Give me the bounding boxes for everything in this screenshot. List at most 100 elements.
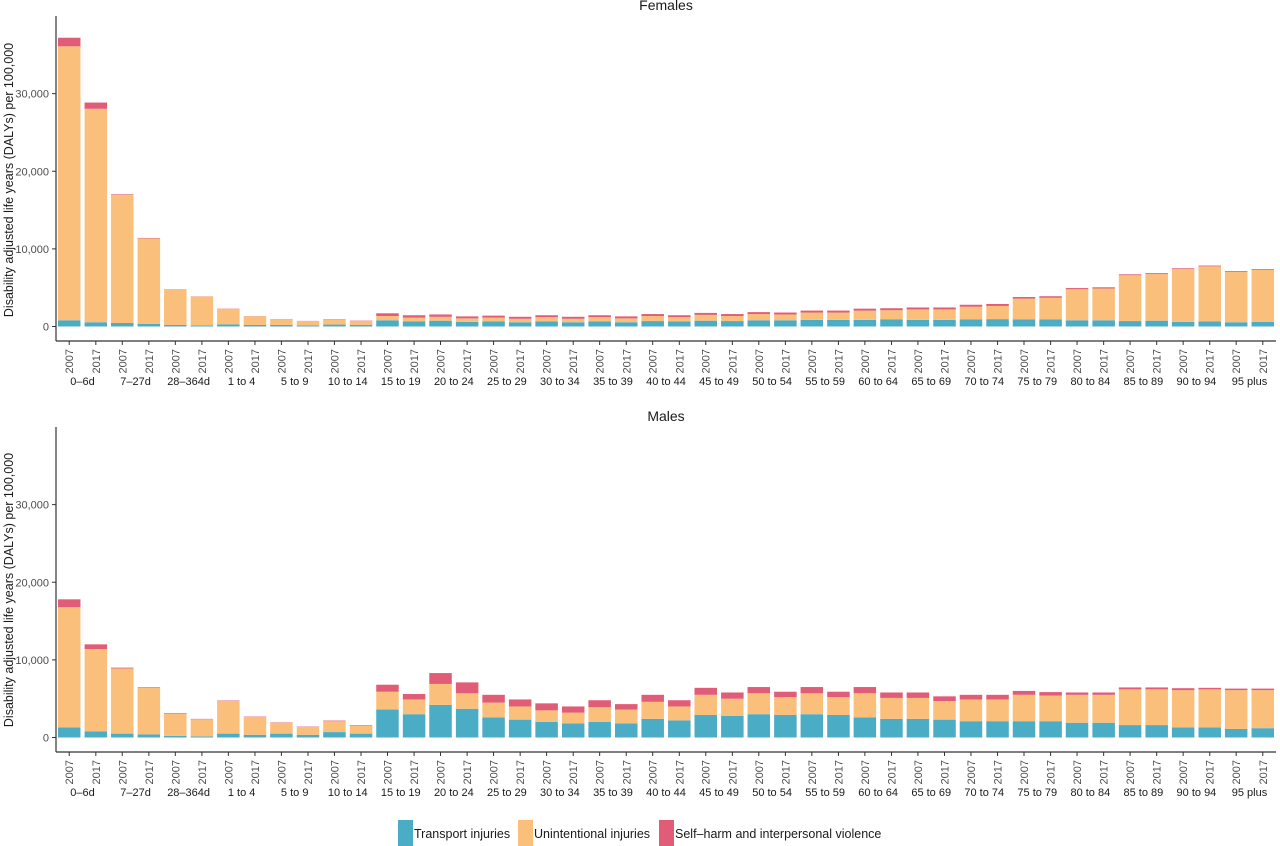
x-age-label: 85 to 89 [1124,376,1164,388]
bar-unintentional [57,46,81,321]
bar-self-harm [1118,274,1142,276]
x-year-label: 2007 [276,349,288,373]
x-year-label: 2017 [886,349,898,373]
bar-self-harm [668,315,691,318]
x-year-label: 2007 [170,760,182,784]
bar-unintentional [1224,690,1248,729]
x-year-label: 2007 [117,349,129,373]
x-year-label: 2007 [701,349,713,373]
bar-unintentional [1039,695,1062,722]
x-year-label: 2017 [515,349,527,373]
panel-females: Females 0 10,000 20,000 30,000 2007 2017 0–6d 20… [15,0,1276,388]
x-year-label: 2007 [489,349,501,373]
x-year-label: 2017 [356,760,368,784]
bar-unintentional [747,693,771,715]
bar-transport [721,715,744,738]
x-year-label: 2007 [223,760,235,784]
bar-self-harm [1092,692,1115,695]
bar-transport [376,320,399,327]
x-age-label: 15 to 19 [381,376,421,388]
bar-transport [243,324,267,327]
bar-unintentional [323,319,346,325]
x-age-label: 28–364d [167,376,210,388]
bar-unintentional [561,712,585,724]
bar-unintentional [615,709,638,724]
bar-self-harm [84,102,108,109]
x-age-label: 7–27d [120,376,151,388]
bar-unintentional [906,309,930,320]
bar-unintentional [1171,269,1195,322]
bar-transport [111,733,134,738]
bar-unintentional [482,317,505,322]
bar-transport [455,321,479,327]
bar-self-harm [482,694,505,703]
x-year-label: 2007 [807,760,819,784]
x-year-label: 2007 [648,760,660,784]
x-age-label: 65 to 69 [911,787,951,799]
x-year-label: 2007 [807,349,819,373]
bar-unintentional [800,312,824,320]
x-year-label: 2007 [117,760,129,784]
bar-self-harm [111,667,134,669]
bar-transport [721,321,744,327]
y-tick-label: 30,000 [15,89,49,101]
x-year-label: 2017 [993,760,1005,784]
bar-unintentional [508,318,532,323]
x-year-label: 2017 [409,349,421,373]
bar-transport [57,320,81,327]
bar-unintentional [1145,689,1168,726]
legend-label: Self–harm and interpersonal violence [675,827,881,841]
bar-transport [1039,319,1062,327]
bar-unintentional [959,699,983,722]
bar-transport [1012,319,1036,327]
x-year-label: 2017 [1258,760,1270,784]
bar-self-harm [959,694,983,700]
bar-unintentional [880,310,903,320]
bar-transport [84,322,108,327]
bar-transport [217,733,240,738]
bar-transport [906,718,930,738]
bar-transport [561,322,585,327]
x-year-label: 2017 [197,349,209,373]
bar-transport [853,319,877,327]
bar-unintentional [164,289,187,325]
bar-self-harm [986,303,1009,306]
x-age-label: 45 to 49 [699,376,739,388]
legend-label: Unintentional injuries [534,827,650,841]
bar-unintentional [853,693,877,718]
bar-unintentional [1251,269,1275,322]
panel-title: Females [639,0,693,13]
x-year-label: 2017 [833,760,845,784]
bar-self-harm [1198,265,1221,267]
bar-self-harm [376,684,399,692]
x-year-label: 2017 [674,349,686,373]
bar-transport [137,323,161,327]
bar-transport [1198,321,1221,327]
bar-transport [376,709,399,738]
bar-unintentional [1012,298,1036,320]
bar-transport [1065,320,1089,327]
bar-transport [1012,721,1036,738]
bar-unintentional [535,317,558,322]
bar-unintentional [137,238,161,324]
bar-unintentional [535,710,558,722]
bar-transport [641,321,664,327]
bar-unintentional [243,316,267,325]
x-age-label: 65 to 69 [911,376,951,388]
x-year-label: 2017 [462,349,474,373]
bar-unintentional [668,706,691,721]
x-year-label: 2017 [250,349,262,373]
x-age-label: 55 to 59 [805,787,845,799]
bar-self-harm [561,316,585,319]
bar-unintentional [1092,288,1115,321]
bar-unintentional [1065,694,1089,723]
x-age-label: 20 to 24 [434,376,474,388]
bar-unintentional [243,716,267,735]
bar-transport [1224,728,1248,738]
bar-self-harm [774,312,797,315]
legend: Transport injuries Unintentional injuries… [398,820,881,846]
x-year-label: 2017 [727,349,739,373]
bar-transport [164,324,187,327]
x-age-label: 75 to 79 [1017,787,1057,799]
